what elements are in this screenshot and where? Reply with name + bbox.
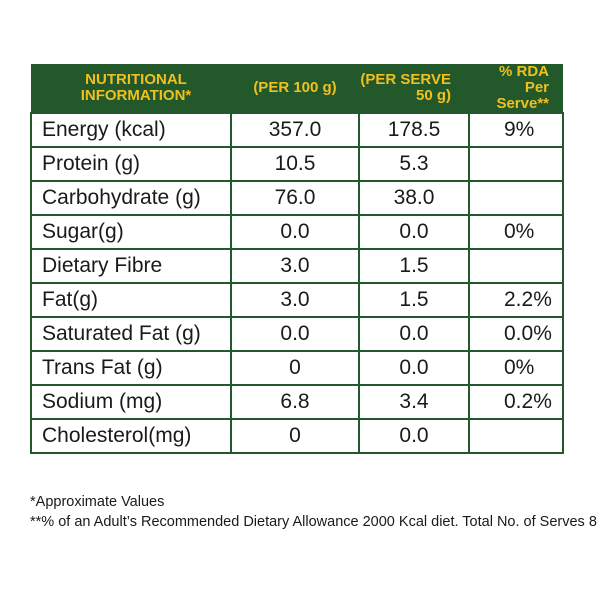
rda-cell [468, 248, 564, 284]
per-serve-cell: 1.5 [358, 282, 470, 318]
per-100g-cell: 76.0 [230, 180, 360, 216]
per-serve-cell: 0.0 [358, 214, 470, 250]
table-row: Sodium (mg) 6.8 3.4 0.2% [30, 384, 564, 420]
per-serve-cell: 0.0 [358, 418, 470, 454]
footnotes: *Approximate Values **% of an Adult’s Re… [30, 492, 597, 532]
header-per-serve: (PER SERVE 50 g) [359, 64, 469, 113]
nutrient-name-cell: Sodium (mg) [30, 384, 232, 420]
footnote-rda: **% of an Adult’s Recommended Dietary Al… [30, 514, 597, 530]
header-rda-line2: Per Serve** [496, 79, 549, 112]
per-serve-cell: 0.0 [358, 316, 470, 352]
rda-cell: 2.2% [468, 282, 564, 318]
per-serve-cell: 1.5 [358, 248, 470, 284]
header-per100-text: (PER 100 g) [253, 79, 337, 96]
nutrient-name-cell: Dietary Fibre [30, 248, 232, 284]
per-serve-cell: 5.3 [358, 146, 470, 182]
header-name-line1: NUTRITIONAL [85, 71, 187, 88]
rda-cell: 0% [468, 214, 564, 250]
header-per-100g: (PER 100 g) [231, 64, 359, 113]
per-serve-cell: 0.0 [358, 350, 470, 386]
table-row: Dietary Fibre 3.0 1.5 [30, 248, 564, 284]
rda-cell [468, 146, 564, 182]
per-100g-cell: 3.0 [230, 282, 360, 318]
rda-cell: 0.2% [468, 384, 564, 420]
table-row: Trans Fat (g) 0 0.0 0% [30, 350, 564, 386]
per-100g-cell: 6.8 [230, 384, 360, 420]
header-perserve-line1: (PER SERVE [360, 71, 451, 88]
per-100g-cell: 3.0 [230, 248, 360, 284]
nutrient-name-cell: Cholesterol(mg) [30, 418, 232, 454]
header-name-line2: INFORMATION* [80, 87, 192, 104]
rda-cell: 0.0% [468, 316, 564, 352]
nutrient-name-cell: Sugar(g) [30, 214, 232, 250]
nutrient-name-cell: Trans Fat (g) [30, 350, 232, 386]
header-perserve-line2: 50 g) [415, 87, 451, 104]
rda-cell: 9% [468, 112, 564, 148]
table-row: Energy (kcal) 357.0 178.5 9% [30, 112, 564, 148]
header-row: NUTRITIONAL INFORMATION* (PER 100 g) (PE… [31, 64, 563, 113]
table-header: NUTRITIONAL INFORMATION* (PER 100 g) (PE… [31, 64, 563, 113]
table-row: Saturated Fat (g) 0.0 0.0 0.0% [30, 316, 564, 352]
per-100g-cell: 357.0 [230, 112, 360, 148]
table-row: Sugar(g) 0.0 0.0 0% [30, 214, 564, 250]
per-100g-cell: 10.5 [230, 146, 360, 182]
per-100g-cell: 0 [230, 418, 360, 454]
footnote-approximate: *Approximate Values [30, 494, 165, 510]
nutrient-name-cell: Energy (kcal) [30, 112, 232, 148]
table-row: Cholesterol(mg) 0 0.0 [30, 418, 564, 454]
per-serve-cell: 38.0 [358, 180, 470, 216]
per-serve-cell: 178.5 [358, 112, 470, 148]
nutrient-name-cell: Saturated Fat (g) [30, 316, 232, 352]
rda-cell: 0% [468, 350, 564, 386]
nutrient-name-cell: Fat(g) [30, 282, 232, 318]
per-serve-cell: 3.4 [358, 384, 470, 420]
nutrition-label: NUTRITIONAL INFORMATION* (PER 100 g) (PE… [30, 64, 564, 454]
header-nutritional-information: NUTRITIONAL INFORMATION* [31, 64, 231, 113]
table-row: Protein (g) 10.5 5.3 [30, 146, 564, 182]
rda-cell [468, 180, 564, 216]
nutrient-name-cell: Carbohydrate (g) [30, 180, 232, 216]
header-rda-per-serve: % RDA Per Serve** [469, 64, 563, 113]
table-row: Carbohydrate (g) 76.0 38.0 [30, 180, 564, 216]
header-rda-line1: % RDA [498, 63, 549, 80]
nutrient-name-cell: Protein (g) [30, 146, 232, 182]
rda-cell [468, 418, 564, 454]
table-body: Energy (kcal) 357.0 178.5 9% Protein (g) 10.5… [30, 112, 564, 454]
per-100g-cell: 0.0 [230, 316, 360, 352]
per-100g-cell: 0.0 [230, 214, 360, 250]
table-row: Fat(g) 3.0 1.5 2.2% [30, 282, 564, 318]
per-100g-cell: 0 [230, 350, 360, 386]
nutrition-table: NUTRITIONAL INFORMATION* (PER 100 g) (PE… [30, 64, 564, 454]
